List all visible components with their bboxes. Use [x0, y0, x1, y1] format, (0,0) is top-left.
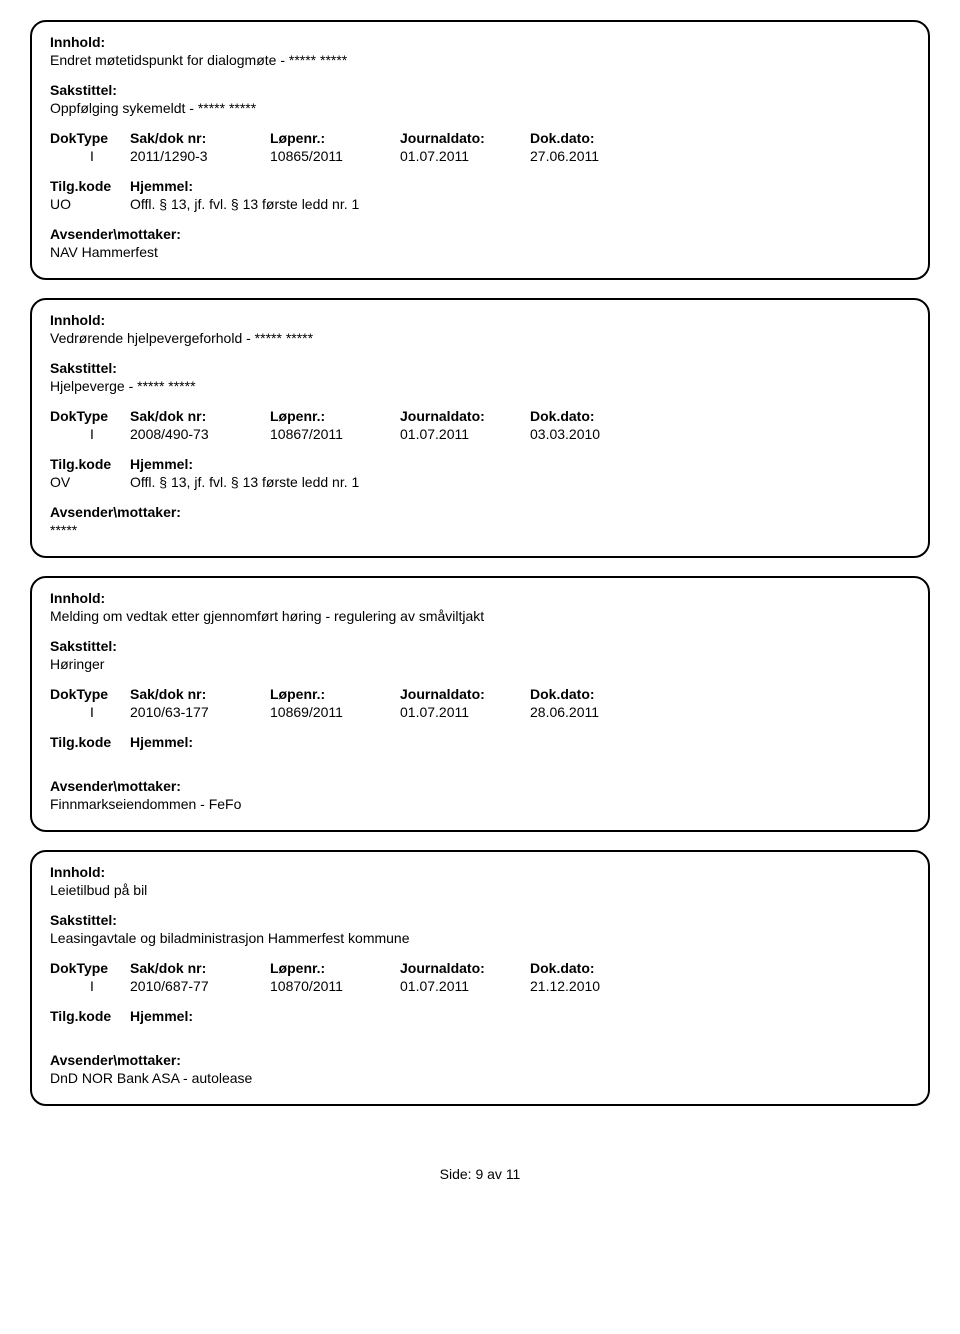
- innhold-label: Innhold:: [50, 864, 910, 880]
- innhold-label: Innhold:: [50, 590, 910, 606]
- tilg-kode-label: Tilg.kode: [50, 178, 130, 194]
- av-label: av: [487, 1166, 502, 1182]
- innhold-label: Innhold:: [50, 34, 910, 50]
- avsender-label: Avsender\mottaker:: [50, 226, 910, 242]
- lopenr-value: 10867/2011: [270, 426, 400, 442]
- sakstittel-value: Høringer: [50, 656, 910, 672]
- lopenr-value: 10865/2011: [270, 148, 400, 164]
- journal-header: Journaldato:: [400, 130, 530, 146]
- avsender-label: Avsender\mottaker:: [50, 504, 910, 520]
- record: Innhold: Vedrørende hjelpevergeforhold -…: [30, 298, 930, 558]
- innhold-value: Leietilbud på bil: [50, 882, 910, 898]
- avsender-value: *****: [50, 522, 910, 538]
- doktype-value: I: [50, 978, 130, 994]
- avsender-label: Avsender\mottaker:: [50, 1052, 910, 1068]
- sakstittel-value: Hjelpeverge - ***** *****: [50, 378, 910, 394]
- dokdato-value: 03.03.2010: [530, 426, 660, 442]
- journal-header: Journaldato:: [400, 408, 530, 424]
- sakstittel-label: Sakstittel:: [50, 360, 910, 376]
- innhold-value: Endret møtetidspunkt for dialogmøte - **…: [50, 52, 910, 68]
- total-pages: 11: [506, 1166, 521, 1182]
- doktype-header: DokType: [50, 130, 130, 146]
- innhold-value: Melding om vedtak etter gjennomført høri…: [50, 608, 910, 624]
- sakdok-header: Sak/dok nr:: [130, 130, 270, 146]
- dokdato-value: 21.12.2010: [530, 978, 660, 994]
- tilg-kode-label: Tilg.kode: [50, 1008, 130, 1024]
- sakstittel-label: Sakstittel:: [50, 82, 910, 98]
- avsender-value: DnD NOR Bank ASA - autolease: [50, 1070, 910, 1086]
- dokdato-header: Dok.dato:: [530, 408, 660, 424]
- journaldato-value: 01.07.2011: [400, 704, 530, 720]
- doktype-value: I: [50, 426, 130, 442]
- journaldato-value: 01.07.2011: [400, 148, 530, 164]
- hjemmel-value: Offl. § 13, jf. fvl. § 13 første ledd nr…: [130, 196, 910, 212]
- doktype-value: I: [50, 704, 130, 720]
- sakstittel-label: Sakstittel:: [50, 912, 910, 928]
- avsender-value: Finnmarkseiendommen - FeFo: [50, 796, 910, 812]
- lopenr-value: 10869/2011: [270, 704, 400, 720]
- sakstittel-value: Oppfølging sykemeldt - ***** *****: [50, 100, 910, 116]
- hjemmel-label: Hjemmel:: [130, 456, 910, 472]
- journal-header: Journaldato:: [400, 960, 530, 976]
- journaldato-value: 01.07.2011: [400, 426, 530, 442]
- lopenr-header: Løpenr.:: [270, 408, 400, 424]
- doktype-header: DokType: [50, 960, 130, 976]
- lopenr-header: Løpenr.:: [270, 960, 400, 976]
- doktype-header: DokType: [50, 686, 130, 702]
- sakdok-value: 2011/1290-3: [130, 148, 270, 164]
- hjemmel-label: Hjemmel:: [130, 178, 910, 194]
- record: Innhold: Endret møtetidspunkt for dialog…: [30, 20, 930, 280]
- lopenr-header: Løpenr.:: [270, 130, 400, 146]
- dokdato-header: Dok.dato:: [530, 960, 660, 976]
- tilg-kode-label: Tilg.kode: [50, 456, 130, 472]
- doktype-header: DokType: [50, 408, 130, 424]
- hjemmel-label: Hjemmel:: [130, 1008, 910, 1024]
- innhold-label: Innhold:: [50, 312, 910, 328]
- sakdok-value: 2008/490-73: [130, 426, 270, 442]
- kode-value: UO: [50, 196, 130, 212]
- sakdok-value: 2010/63-177: [130, 704, 270, 720]
- dokdato-value: 28.06.2011: [530, 704, 660, 720]
- dokdato-header: Dok.dato:: [530, 130, 660, 146]
- hjemmel-value: Offl. § 13, jf. fvl. § 13 første ledd nr…: [130, 474, 910, 490]
- page-footer: Side: 9 av 11: [30, 1166, 930, 1182]
- avsender-label: Avsender\mottaker:: [50, 778, 910, 794]
- journaldato-value: 01.07.2011: [400, 978, 530, 994]
- tilg-kode-label: Tilg.kode: [50, 734, 130, 750]
- record: Innhold: Melding om vedtak etter gjennom…: [30, 576, 930, 832]
- sakdok-value: 2010/687-77: [130, 978, 270, 994]
- lopenr-value: 10870/2011: [270, 978, 400, 994]
- page-number: 9: [475, 1166, 483, 1182]
- journal-header: Journaldato:: [400, 686, 530, 702]
- record: Innhold: Leietilbud på bil Sakstittel: L…: [30, 850, 930, 1106]
- sakdok-header: Sak/dok nr:: [130, 408, 270, 424]
- sakdok-header: Sak/dok nr:: [130, 686, 270, 702]
- dokdato-header: Dok.dato:: [530, 686, 660, 702]
- lopenr-header: Løpenr.:: [270, 686, 400, 702]
- sakstittel-value: Leasingavtale og biladministrasjon Hamme…: [50, 930, 910, 946]
- sakstittel-label: Sakstittel:: [50, 638, 910, 654]
- doktype-value: I: [50, 148, 130, 164]
- avsender-value: NAV Hammerfest: [50, 244, 910, 260]
- sakdok-header: Sak/dok nr:: [130, 960, 270, 976]
- innhold-value: Vedrørende hjelpevergeforhold - ***** **…: [50, 330, 910, 346]
- hjemmel-label: Hjemmel:: [130, 734, 910, 750]
- kode-value: OV: [50, 474, 130, 490]
- side-label: Side:: [440, 1166, 472, 1182]
- dokdato-value: 27.06.2011: [530, 148, 660, 164]
